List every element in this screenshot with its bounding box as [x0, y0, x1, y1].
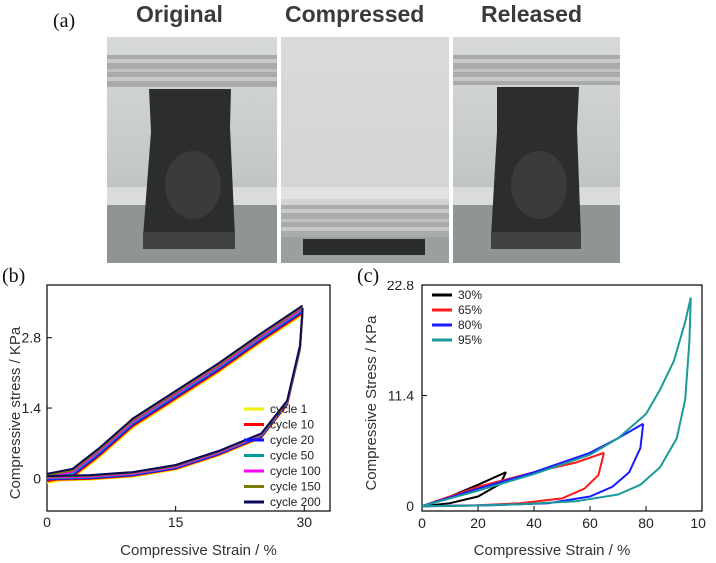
x-tick-label: 60: [582, 515, 598, 531]
legend-label: 80%: [458, 318, 482, 332]
x-tick-label: 80: [638, 515, 654, 531]
legend-label: 30%: [458, 288, 482, 302]
series-line-loading: [421, 297, 692, 508]
stress-strain-strains-chart: 0 20 40 60 80 100 0 11.4 22.8 Compressive Strain …: [363, 281, 706, 559]
photo-title-original: Original: [136, 1, 223, 27]
x-axis-label: Compressive Strain / %: [120, 542, 277, 559]
y-tick-label: 2.8: [22, 330, 42, 346]
photo-compressed-image: [281, 37, 449, 263]
y-tick-label: 11.4: [388, 388, 414, 404]
y-tick-label: 1.4: [22, 400, 42, 416]
legend-label: 65%: [458, 303, 482, 317]
y-tick-label: 22.8: [387, 281, 414, 293]
legend-label: cycle 1: [270, 402, 308, 416]
x-tick-label: 100: [690, 515, 706, 531]
series-line-unloading: [46, 307, 304, 478]
x-tick-label: 40: [526, 515, 542, 531]
photo-original: [107, 37, 277, 263]
x-tick-label: 30: [296, 514, 312, 530]
series-line-loading: [46, 309, 304, 480]
panel-a-label: (a): [53, 10, 76, 32]
plot-frame: [46, 284, 331, 512]
panel-b-label: (b): [2, 265, 26, 287]
y-tick-label: 0: [406, 498, 414, 514]
photo-title-released: Released: [481, 1, 583, 27]
y-axis-label: Compressive stress / KPa: [7, 326, 24, 499]
legend-label: cycle 100: [270, 464, 321, 478]
photo-released: [453, 37, 620, 263]
series-line-loading: [46, 307, 304, 478]
legend-label: cycle 10: [270, 418, 314, 432]
legend-label: 95%: [458, 333, 482, 347]
plot-frame: [421, 284, 703, 512]
y-tick-label: 0: [33, 470, 41, 486]
legend-label: cycle 50: [270, 449, 314, 463]
y-axis-label: Compressive Stress / KPa: [363, 315, 380, 491]
series-line-unloading: [421, 297, 692, 508]
series-line-loading: [46, 306, 304, 477]
x-tick-label: 15: [168, 514, 184, 530]
stress-strain-cycles-chart: 0 15 30 0 1.4 2.8 Compressive Strain / % Compre…: [7, 284, 331, 559]
x-tick-label: 0: [418, 515, 426, 531]
panel-c-label: (c): [357, 265, 380, 287]
legend-label: cycle 200: [270, 495, 321, 509]
series-line-loading: [46, 312, 304, 483]
legend-label: cycle 150: [270, 480, 321, 494]
photo-released-image: [453, 37, 620, 263]
x-tick-label: 0: [43, 514, 51, 530]
photo-original-image: [107, 37, 277, 263]
x-axis-label: Compressive Strain / %: [474, 542, 631, 559]
series-line-loading: [46, 304, 304, 475]
x-tick-label: 20: [470, 515, 486, 531]
series-line-loading: [46, 310, 304, 481]
photo-title-compressed: Compressed: [285, 1, 425, 27]
photo-compressed: [281, 37, 449, 263]
legend-label: cycle 20: [270, 433, 314, 447]
